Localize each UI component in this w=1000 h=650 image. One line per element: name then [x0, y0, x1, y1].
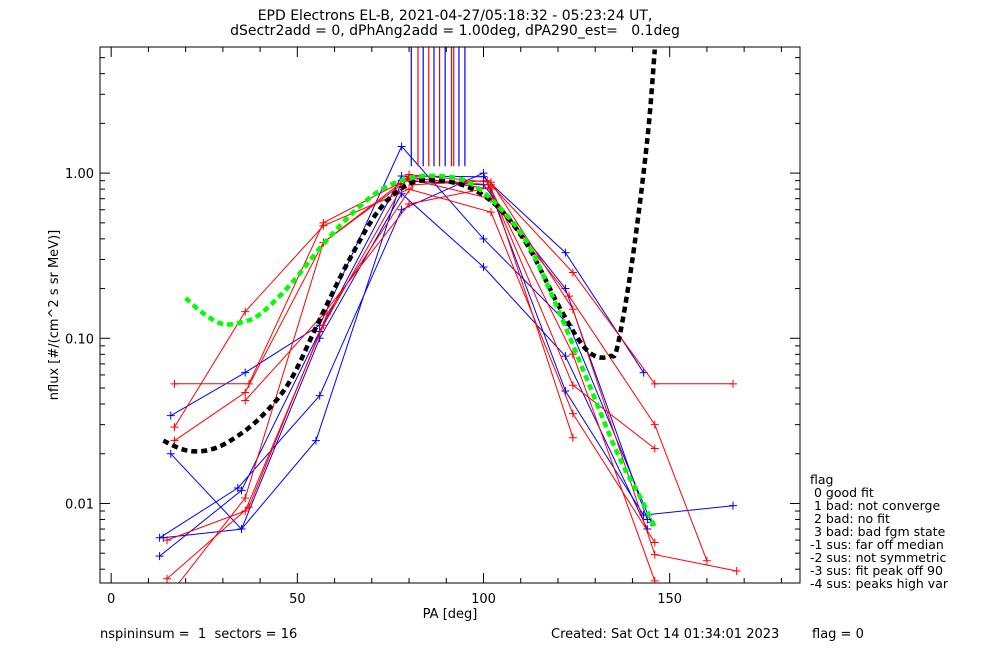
flag-legend-item: 3 bad: bad fgm state [810, 524, 946, 539]
data-point [405, 200, 414, 209]
data-point [163, 574, 172, 583]
series-line [166, 174, 737, 572]
flag-legend-item: -4 sus: peaks high var [810, 576, 949, 591]
data-point [315, 391, 324, 400]
data-point [568, 305, 577, 314]
data-point [166, 449, 175, 458]
data-point [568, 350, 577, 359]
footer-spin-info: nspininsum = 1 sectors = 16 [100, 627, 298, 642]
y-tick-label: 0.10 [65, 332, 94, 347]
data-point [643, 515, 652, 524]
data-point [568, 381, 577, 390]
data-point [241, 493, 250, 502]
data-point [732, 567, 741, 576]
data-point [650, 538, 659, 547]
data-point [650, 444, 659, 453]
data-point [702, 556, 711, 565]
data-point [650, 379, 659, 388]
data-point [483, 176, 492, 185]
data-point [241, 396, 250, 405]
data-point [241, 307, 250, 316]
x-axis-label: PA [deg] [423, 607, 478, 622]
flag-legend: flag 0 good fit 1 bad: not converge 2 ba… [810, 473, 948, 590]
data-point [170, 379, 179, 388]
data-point [650, 420, 659, 429]
series-line [170, 145, 652, 523]
data-point [650, 550, 659, 559]
data-point [237, 486, 246, 495]
data-point [568, 268, 577, 277]
green-fit-curve [184, 173, 657, 529]
data-point [486, 208, 495, 217]
x-tick-label: 50 [289, 592, 306, 607]
flag-legend-heading: flag [810, 472, 834, 487]
fit-curves-group [162, 49, 658, 529]
series-line [159, 175, 645, 557]
data-point [565, 292, 574, 301]
data-point [479, 263, 488, 272]
data-point [170, 436, 179, 445]
flag-legend-item: -3 sus: fit peak off 90 [810, 563, 943, 578]
flag-legend-item: -1 sus: far off median [810, 537, 944, 552]
footer-created: Created: Sat Oct 14 01:34:01 2023 [551, 627, 780, 642]
data-point [241, 368, 250, 377]
data-point [244, 503, 253, 512]
data-point [561, 352, 570, 361]
series-line [174, 177, 733, 385]
data-point [405, 185, 414, 194]
data-point [170, 423, 179, 432]
chart-title-line1: EPD Electrons EL-B, 2021-04-27/05:18:32 … [257, 8, 653, 24]
x-tick-label: 0 [107, 592, 115, 607]
data-point [568, 409, 577, 418]
series-line [174, 176, 656, 582]
x-tick-label: 100 [471, 592, 496, 607]
series-line [178, 178, 708, 583]
data-point [166, 411, 175, 420]
data-point [561, 248, 570, 257]
flag-legend-item: 1 bad: not converge [810, 498, 941, 513]
data-point [311, 436, 320, 445]
data-point [568, 433, 577, 442]
data-point [650, 576, 659, 583]
data-point [728, 501, 737, 510]
chart-title-line2: dSectr2add = 0, dPhAng2add = 1.00deg, dP… [230, 23, 680, 39]
data-point [237, 525, 246, 534]
y-tick-label: 1.00 [65, 167, 94, 182]
axes-group: 0 50 100 150 0.01 0.10 1.00 [65, 47, 800, 607]
data-point [241, 388, 250, 397]
data-point [319, 221, 328, 230]
data-point [486, 183, 495, 192]
data-point [244, 379, 253, 388]
data-point [397, 142, 406, 151]
data-point [561, 386, 570, 395]
flag-legend-item: 0 good fit [810, 485, 874, 500]
data-point [479, 234, 488, 243]
plot-frame [99, 46, 801, 584]
flag-legend-item: 2 bad: no fit [810, 511, 890, 526]
y-tick-label: 0.01 [65, 497, 94, 512]
data-point [241, 507, 250, 516]
footer-flag: flag = 0 [812, 627, 864, 642]
flag-legend-item: -2 sus: not symmetric [810, 550, 947, 565]
data-point [163, 536, 172, 545]
data-point [159, 599, 167, 607]
y-axis-label: nflux [#/(cm^2 s sr MeV)] [47, 230, 62, 400]
data-point [479, 172, 488, 181]
vertical-lines-group [410, 47, 466, 167]
series-group [155, 142, 741, 607]
x-tick-label: 150 [657, 592, 682, 607]
data-point [155, 552, 164, 561]
data-point [728, 379, 737, 388]
